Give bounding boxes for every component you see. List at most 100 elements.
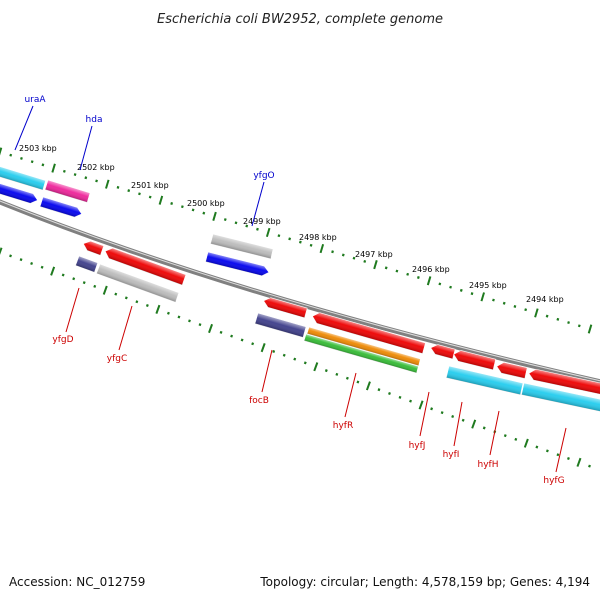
outer-tick [470, 292, 474, 296]
inner-tick [272, 349, 276, 353]
leader-hyfH [489, 410, 500, 456]
inner-tick [523, 438, 529, 448]
outer-tick [352, 256, 356, 260]
leader-yfgC [118, 305, 133, 351]
gene-uraA-blue[interactable] [0, 181, 39, 205]
outer-tick [191, 208, 195, 212]
inner-tick [440, 411, 444, 415]
gene-uraA-cyan[interactable] [0, 164, 47, 191]
gene-hyfI-cyan[interactable] [445, 365, 524, 396]
kbp-label: 2497 kbp [355, 250, 393, 259]
gene-label-hyfR[interactable]: hyfR [333, 421, 353, 431]
outer-tick [51, 163, 56, 173]
kbp-label: 2501 kbp [131, 181, 169, 190]
outer-tick [41, 163, 45, 167]
outer-tick [84, 176, 88, 180]
inner-tick [145, 304, 149, 308]
inner-tick [124, 296, 128, 300]
gene-label-hyfI[interactable]: hyfI [443, 450, 460, 460]
gene-hyfG-cyan[interactable] [521, 382, 600, 414]
gene-hyfH-red[interactable] [496, 361, 528, 379]
gene-hyfR-green[interactable] [303, 333, 419, 374]
inner-tick [72, 277, 76, 281]
gene-yfgC-red-shine [105, 248, 186, 286]
gene-label-hyfJ[interactable]: hyfJ [409, 441, 426, 451]
outer-tick [524, 308, 528, 312]
outer-tick [587, 324, 593, 334]
inner-tick [535, 445, 539, 449]
gene-hyfH-red-shine [496, 362, 528, 379]
leader-hyfI [453, 401, 463, 447]
gene-yfgC-red[interactable] [103, 246, 187, 286]
outer-tick [395, 269, 399, 273]
gene-yfgD-navy[interactable] [75, 255, 99, 273]
inner-tick [61, 273, 65, 277]
inner-tick [356, 380, 360, 384]
outer-tick [223, 218, 227, 222]
gene-hyfG-red[interactable] [528, 368, 600, 396]
gene-hyfR-red[interactable] [311, 311, 426, 354]
outer-tick [438, 282, 442, 286]
gene-focB-navy[interactable] [254, 312, 307, 338]
gene-label-yfgD[interactable]: yfgD [52, 335, 73, 345]
inner-tick [377, 388, 381, 392]
gene-hyfI-red[interactable] [452, 349, 497, 371]
inner-tick [114, 292, 118, 296]
gene-yfgC-gray[interactable] [96, 263, 180, 303]
gene-hyfJ-red[interactable] [429, 343, 456, 360]
gene-yfgD-red[interactable] [82, 239, 105, 256]
gene-hda-magenta[interactable] [44, 179, 91, 203]
gene-label-hda[interactable]: hda [86, 115, 103, 125]
leader-yfgO [251, 181, 265, 227]
inner-tick [430, 407, 434, 411]
gene-label-yfgC[interactable]: yfgC [107, 354, 128, 364]
outer-tick [416, 276, 420, 279]
inner-tick [198, 323, 202, 327]
kbp-label: 2498 kbp [299, 233, 337, 242]
inner-tick [451, 414, 455, 418]
gene-hyfJ-red-shine [430, 344, 456, 359]
outer-tick [148, 195, 152, 199]
gene-label-hyfG[interactable]: hyfG [543, 476, 564, 486]
kbp-label: 2496 kbp [412, 265, 450, 274]
outer-tick [62, 169, 66, 173]
gene-label-hyfH[interactable]: hyfH [478, 460, 499, 470]
outer-tick [384, 266, 388, 270]
inner-tick [545, 449, 549, 453]
gene-yfgD-red-shine [83, 241, 104, 256]
outer-tick [363, 259, 367, 263]
outer-tick [9, 153, 13, 157]
gene-yfgO-gray-shine [210, 234, 274, 259]
inner-tick [576, 457, 582, 467]
outer-tick [127, 189, 131, 193]
gene-yfgO-blue[interactable] [205, 251, 271, 277]
leader-hyfR [344, 372, 357, 418]
gene-label-yfgO[interactable]: yfgO [253, 171, 274, 181]
leader-hda [79, 125, 93, 171]
outer-tick [426, 276, 432, 286]
gene-hyfR-orange[interactable] [306, 326, 421, 367]
inner-tick [135, 300, 139, 304]
gene-yfgO-gray[interactable] [210, 233, 274, 260]
backbone-line [0, 199, 600, 385]
gene-focB-red[interactable] [262, 296, 308, 319]
kbp-label: 2499 kbp [243, 217, 281, 226]
inner-tick [219, 330, 223, 334]
outer-tick [545, 314, 549, 318]
gene-hyfI-cyan-shine [446, 366, 524, 395]
inner-tick [30, 261, 34, 265]
outer-tick [534, 308, 539, 318]
gene-hyfR-orange-shine [307, 327, 421, 366]
kbp-labels: 2503 kbp 2502 kbp 2501 kbp 2500 kbp 2499… [19, 144, 564, 304]
outer-tick [256, 227, 259, 231]
inner-tick [566, 457, 570, 461]
inner-tick [303, 361, 307, 365]
gene-label-focB[interactable]: focB [249, 396, 269, 406]
inner-tick [556, 453, 560, 457]
gene-hda-blue[interactable] [39, 196, 83, 219]
inner-tick [155, 304, 161, 314]
leader-yfgD [65, 287, 80, 333]
gene-hda-blue-shine [40, 197, 82, 218]
gene-label-uraA[interactable]: uraA [24, 95, 46, 105]
